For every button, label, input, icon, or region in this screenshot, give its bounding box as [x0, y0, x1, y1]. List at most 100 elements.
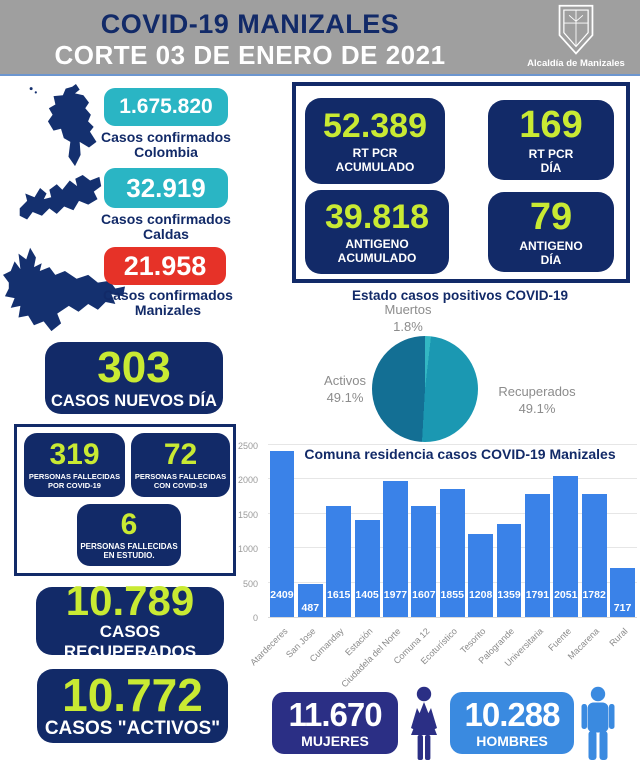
y-tick-label: 1000 — [237, 544, 258, 555]
y-tick-label: 1500 — [237, 509, 258, 520]
bar-Palogrande: 1359 — [496, 523, 522, 617]
deaths-con-covid-card: 72 PERSONAS FALLECIDAS CON COVID-19 — [131, 433, 230, 497]
page-subtitle: CORTE 03 DE ENERO DE 2021 — [54, 40, 446, 70]
activos-percent: 49.1% — [326, 390, 364, 405]
bar-value-label: 1782 — [582, 589, 606, 601]
bar-value-label: 1607 — [412, 589, 436, 601]
gridline — [268, 444, 637, 445]
manizales-map — [2, 247, 126, 332]
bar-Comuna 12: 1607 — [411, 506, 437, 617]
bar-Ecoturístico: 1855 — [439, 489, 465, 617]
header-titles: COVID-19 MANIZALES CORTE 03 DE ENERO DE … — [30, 9, 470, 71]
recovered-card: 10.789 CASOS RECUPERADOS — [36, 580, 224, 661]
colombia-map — [29, 84, 97, 167]
new-cases-label: CASOS NUEVOS DÍA — [51, 391, 217, 410]
bar-value-label: 2051 — [554, 589, 578, 601]
y-tick-label: 2500 — [237, 441, 258, 451]
active-label: CASOS "ACTIVOS" — [44, 718, 221, 739]
bar-value-label: 717 — [613, 602, 632, 614]
bar-chart-y-axis: 0 500 1000 1500 2000 2500 — [232, 441, 262, 623]
bar-chart: 2409 Atardeceres 487 San Jose 1615 Cumanday 14… — [248, 444, 637, 689]
mujeres-card: 11.670 MUJERES — [272, 692, 398, 754]
pie-chart — [372, 336, 478, 442]
deaths-en-estudio-card: 6 PERSONAS FALLECIDAS EN ESTUDIO. — [77, 504, 181, 566]
active-card: 10.772 CASOS "ACTIVOS" — [37, 669, 228, 743]
shield-icon — [558, 4, 594, 55]
antigeno-acumulado-value: 39.818 — [325, 197, 429, 236]
rtpcr-acumulado-value: 52.389 — [323, 106, 427, 145]
hombres-card: 10.288 HOMBRES — [450, 692, 574, 754]
colombia-cases-label: Casos confirmados Colombia — [101, 129, 231, 160]
bar-San Jose: 487 — [297, 583, 323, 617]
bar-value-label: 1791 — [525, 589, 550, 601]
caldas-cases-pill: 32.919 — [104, 168, 228, 208]
bar-value-label: 1405 — [355, 589, 379, 601]
active-value: 10.772 — [62, 669, 203, 721]
manizales-cases-pill: 21.958 — [104, 247, 226, 285]
caldas-cases-label: Casos confirmados Caldas — [101, 211, 231, 242]
recuperados-percent: 49.1% — [518, 401, 556, 416]
bar-value-label: 2409 — [270, 589, 294, 601]
deaths-por-covid-value: 319 — [49, 438, 100, 471]
rtpcr-dia-value: 169 — [519, 103, 583, 146]
bar-value-label: 1855 — [440, 589, 464, 601]
rtpcr-dia-card: 169 RT PCR DÍA — [488, 100, 614, 180]
muertos-percent: 1.8% — [393, 319, 423, 334]
bar-value-label: 1208 — [468, 589, 493, 601]
y-tick-label: 2000 — [237, 475, 258, 486]
bar-Tesorito: 1208 — [468, 533, 494, 617]
bar-Ciudadela del Norte: 1977 — [383, 480, 408, 617]
bar-Universitaria: 1791 — [524, 493, 550, 617]
bar-Fuente: 2051 — [553, 475, 579, 617]
deaths-por-covid-card: 319 PERSONAS FALLECIDAS POR COVID-19 — [24, 433, 125, 497]
header: COVID-19 MANIZALES CORTE 03 DE ENERO DE … — [0, 0, 640, 76]
x-tick-label: Atardeceres — [247, 626, 290, 668]
mujeres-value: 11.670 — [288, 695, 382, 733]
caldas-cases-value: 32.919 — [126, 172, 206, 203]
man-icon — [581, 686, 615, 760]
pie-label-muertos: Muertos 1.8% — [348, 301, 468, 335]
bar-Macarena: 1782 — [581, 494, 607, 617]
deaths-con-covid-value: 72 — [163, 438, 198, 471]
pie-chart-title: Estado casos positivos COVID-19 — [351, 288, 569, 303]
antigeno-acumulado-card: 39.818 ANTIGENO ACUMULADO — [305, 190, 449, 274]
x-tick-label: Rural — [607, 626, 630, 649]
pie-label-recuperados: Recuperados 49.1% — [490, 383, 584, 417]
hombres-value: 10.288 — [464, 695, 561, 733]
tests-panel: 52.389 RT PCR ACUMULADO 169 RT PCR DÍA 3… — [292, 82, 630, 283]
deaths-panel: 319 PERSONAS FALLECIDAS POR COVID-19 72 … — [14, 424, 236, 576]
bar-Cumanday: 1615 — [326, 505, 352, 617]
hombres-label: HOMBRES — [476, 732, 548, 749]
deaths-en-estudio-value: 6 — [120, 508, 138, 541]
colombia-cases-pill: 1.675.820 — [104, 88, 228, 126]
recovered-label: CASOS RECUPERADOS — [63, 622, 197, 661]
pie-label-activos: Activos 49.1% — [306, 372, 384, 406]
bar-Rural: 717 — [610, 567, 635, 617]
manizales-cases-value: 21.958 — [123, 250, 207, 281]
gridline — [268, 478, 637, 480]
bar-Estación: 1405 — [354, 520, 380, 617]
x-tick-label: Fuente — [546, 626, 574, 653]
bar-Atardeceres: 2409 — [269, 451, 295, 617]
mujeres-label: MUJERES — [301, 732, 369, 749]
woman-icon — [411, 686, 437, 760]
antigeno-dia-value: 79 — [529, 195, 573, 238]
bar-value-label: 1615 — [327, 589, 351, 601]
page-title: COVID-19 MANIZALES — [100, 9, 400, 39]
new-cases-value: 303 — [97, 342, 171, 392]
colombia-cases-value: 1.675.820 — [119, 95, 213, 118]
bar-value-label: 1359 — [497, 589, 521, 601]
antigeno-dia-card: 79 ANTIGENO DÍA — [488, 192, 614, 272]
rtpcr-acumulado-card: 52.389 RT PCR ACUMULADO — [305, 98, 445, 184]
alcaldia-logo: Alcaldía de Manizales — [518, 4, 634, 69]
bar-chart-title: Comuna residencia casos COVID-19 Manizal… — [304, 446, 616, 462]
y-tick-label: 0 — [252, 613, 258, 623]
caldas-map — [19, 174, 102, 220]
new-cases-card: 303 CASOS NUEVOS DÍA — [45, 342, 223, 414]
y-tick-label: 500 — [242, 578, 258, 589]
logo-caption: Alcaldía de Manizales — [527, 58, 625, 69]
bar-value-label: 1977 — [383, 589, 408, 601]
manizales-cases-label: Casos confirmados Manizales — [103, 287, 233, 318]
recovered-value: 10.789 — [65, 577, 195, 624]
